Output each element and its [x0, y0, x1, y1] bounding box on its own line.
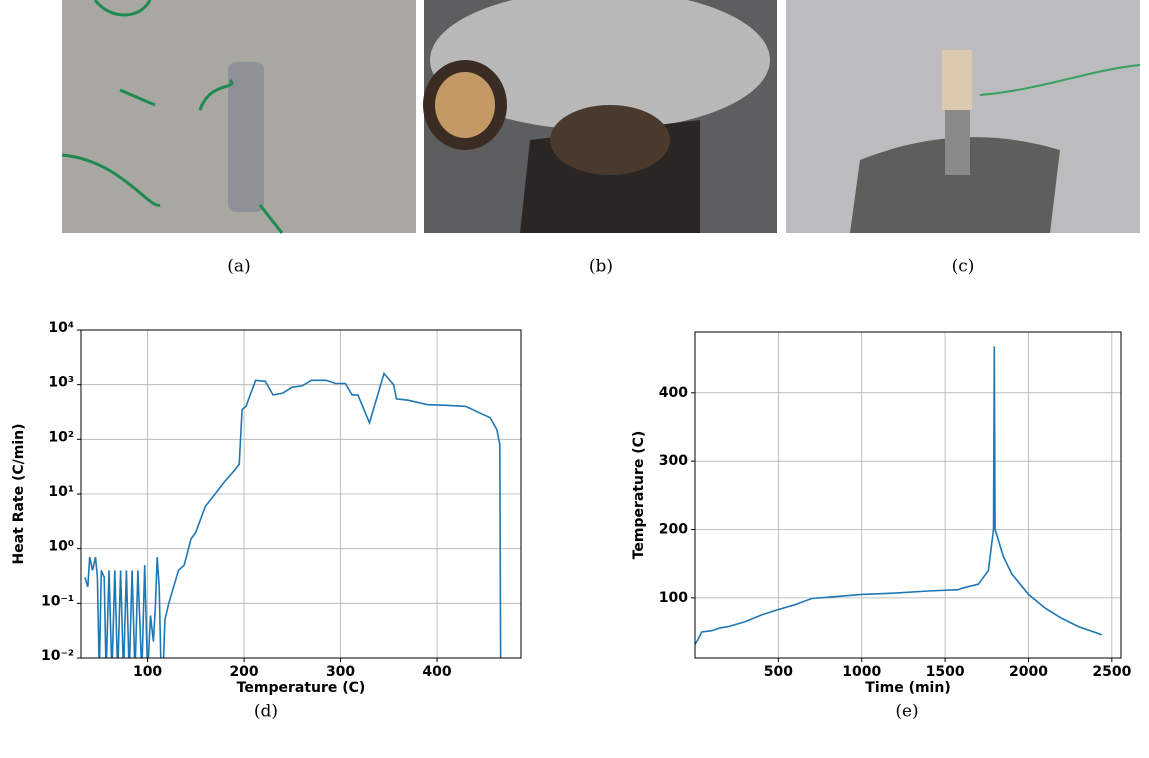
x-axis-label: Time (min) — [865, 680, 950, 696]
axes-frame — [694, 331, 1122, 659]
caption: (d) — [254, 702, 278, 722]
y-tick-label: 10¹ — [48, 484, 74, 500]
y-axis-label: Heat Rate (C/min) — [11, 423, 27, 564]
x-tick-label: 300 — [326, 664, 355, 680]
x-tick-label: 1000 — [842, 664, 881, 680]
y-tick-label: 10³ — [48, 375, 74, 391]
y-tick-label: 300 — [659, 453, 688, 469]
x-tick-label: 500 — [764, 664, 793, 680]
y-tick-label: 400 — [659, 385, 688, 401]
y-tick-label: 100 — [659, 590, 688, 606]
x-axis-label: Temperature (C) — [237, 680, 366, 696]
x-tick-label: 400 — [422, 664, 451, 680]
x-tick-label: 100 — [133, 664, 162, 680]
y-tick-label: 10⁰ — [48, 539, 74, 555]
caption: (b) — [589, 257, 613, 277]
y-tick-label: 10² — [48, 429, 74, 445]
photo-a — [61, 0, 416, 234]
x-tick-label: 2000 — [1009, 664, 1048, 680]
caption: (a) — [227, 257, 250, 277]
caption: (e) — [895, 702, 918, 722]
axes-frame — [80, 329, 522, 659]
y-axis-label: Temperature (C) — [631, 431, 647, 560]
caption: (c) — [952, 257, 975, 277]
y-tick-label: 10⁻² — [41, 648, 74, 664]
data-line — [695, 346, 1103, 645]
photo-c — [786, 0, 1141, 233]
x-tick-label: 200 — [229, 664, 258, 680]
y-tick-label: 10⁻¹ — [41, 593, 74, 609]
data-line — [84, 371, 502, 658]
y-tick-label: 200 — [659, 522, 688, 538]
y-tick-label: 10⁴ — [48, 320, 74, 336]
x-tick-label: 2500 — [1092, 664, 1131, 680]
x-tick-label: 1500 — [926, 664, 965, 680]
photo-b — [423, 0, 777, 233]
